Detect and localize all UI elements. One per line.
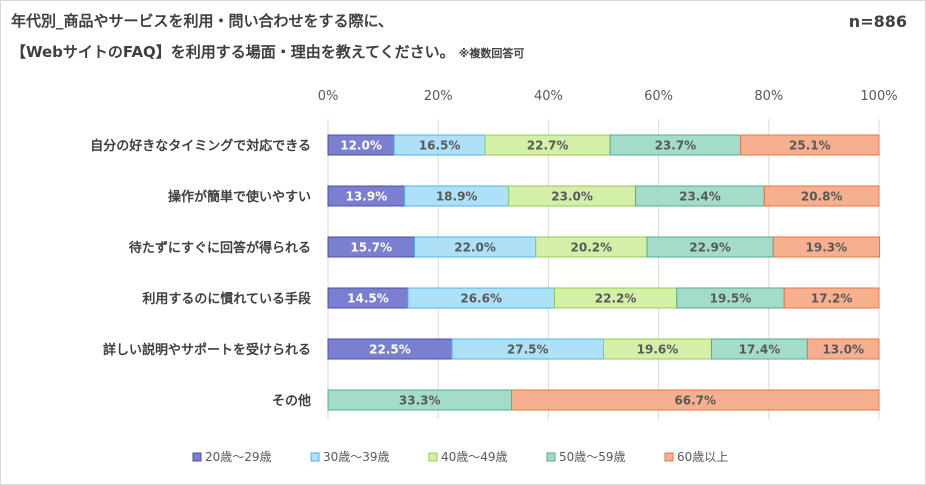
data-label: 66.7%	[674, 394, 716, 408]
bar-segment	[763, 185, 880, 207]
chart-title-line-2: 【WebサイトのFAQ】を利用する場面・理由を教えてください。 ※複数回答可	[11, 41, 524, 62]
data-label: 16.5%	[419, 139, 461, 153]
bar-segment	[806, 338, 880, 360]
data-label: 23.7%	[655, 139, 697, 153]
data-label: 15.7%	[350, 241, 392, 255]
bar-segment	[783, 287, 880, 309]
data-label: 26.6%	[460, 292, 502, 306]
category-label: 自分の好きなタイミングで対応できる	[90, 138, 311, 154]
legend-label: 50歳～59歳	[559, 450, 626, 464]
data-label: 27.5%	[507, 343, 549, 357]
data-label: 23.0%	[551, 190, 593, 204]
bar-segment	[740, 134, 880, 156]
legend-label: 60歳以上	[677, 450, 728, 464]
x-tick-label: 0%	[318, 89, 339, 104]
legend-label: 20歳～29歳	[205, 450, 272, 464]
category-label: 操作が簡単で使いやすい	[168, 189, 311, 205]
data-label: 12.0%	[340, 139, 382, 153]
x-tick-label: 60%	[644, 89, 673, 104]
data-label: 14.5%	[347, 292, 389, 306]
bar-segment	[772, 236, 881, 258]
x-tick-label: 40%	[534, 89, 563, 104]
data-label: 19.3%	[806, 241, 848, 255]
data-label: 18.9%	[436, 190, 478, 204]
category-label: 待たずにすぐに回答が得られる	[128, 240, 311, 256]
chart-title-line-2-text: 【WebサイトのFAQ】を利用する場面・理由を教えてください。	[11, 43, 455, 61]
x-tick-label: 80%	[754, 89, 783, 104]
chart-title-line-1: 年代別_商品やサービスを利用・問い合わせをする際に、	[11, 12, 394, 30]
legend-swatch	[428, 452, 438, 462]
bar-segment	[510, 389, 880, 411]
category-label: 利用するのに慣れている手段	[142, 291, 311, 307]
data-label: 22.9%	[689, 241, 731, 255]
data-label: 22.5%	[369, 343, 411, 357]
legend-label: 40歳～49歳	[441, 450, 508, 464]
legend-swatch	[192, 452, 202, 462]
data-label: 22.2%	[595, 292, 637, 306]
data-label: 20.2%	[571, 241, 613, 255]
data-label: 13.0%	[822, 343, 864, 357]
category-label: その他	[272, 393, 311, 409]
chart-title-note: ※複数回答可	[458, 47, 525, 60]
legend-label: 30歳～39歳	[323, 450, 390, 464]
x-tick-label: 20%	[424, 89, 453, 104]
x-tick-label: 100%	[860, 89, 897, 104]
legend-swatch	[664, 452, 674, 462]
sample-size-label: n=886	[848, 12, 907, 31]
category-label: 詳しい説明やサポートを受けられる	[103, 342, 311, 358]
data-label: 19.5%	[710, 292, 752, 306]
legend-swatch	[546, 452, 556, 462]
data-label: 17.2%	[811, 292, 853, 306]
data-label: 19.6%	[637, 343, 679, 357]
data-label: 25.1%	[789, 139, 831, 153]
data-label: 20.8%	[801, 190, 843, 204]
data-label: 33.3%	[399, 394, 441, 408]
data-label: 22.0%	[454, 241, 496, 255]
data-label: 13.9%	[345, 190, 387, 204]
data-label: 22.7%	[527, 139, 569, 153]
data-label: 17.4%	[739, 343, 781, 357]
legend-swatch	[310, 452, 320, 462]
data-label: 23.4%	[679, 190, 721, 204]
